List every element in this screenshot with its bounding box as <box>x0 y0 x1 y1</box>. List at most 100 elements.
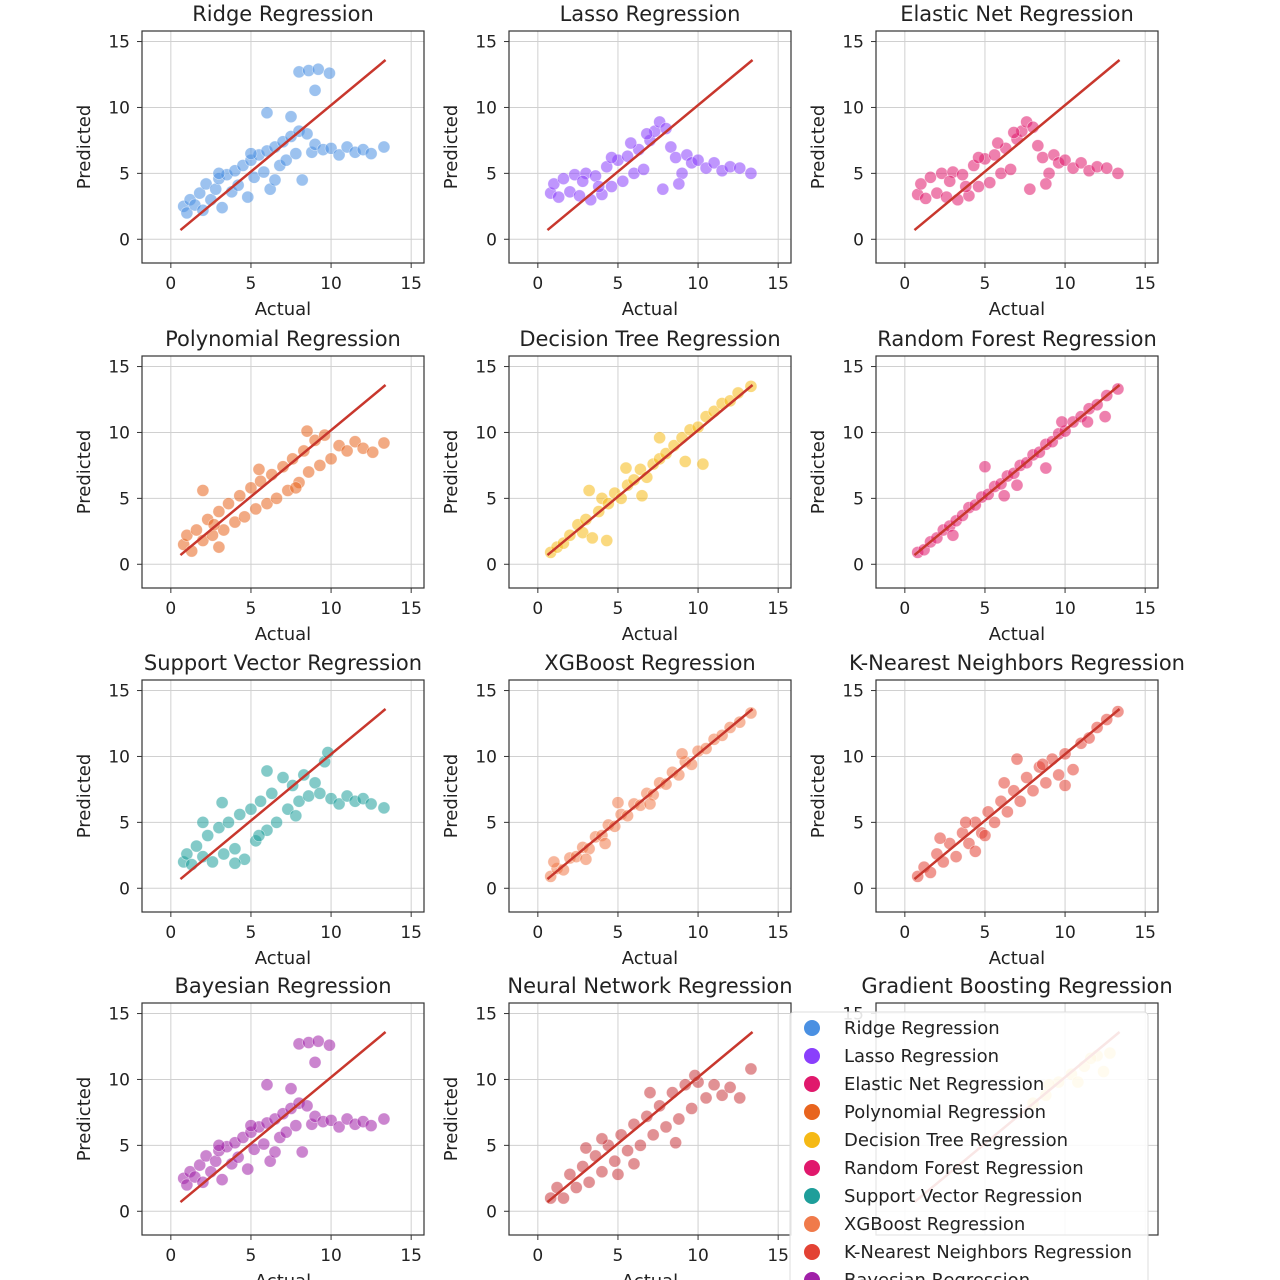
x-tick-label: 5 <box>246 923 257 943</box>
x-tick-label: 0 <box>165 599 176 619</box>
plot-frame <box>875 355 1159 589</box>
y-tick-label: 0 <box>853 555 864 575</box>
points-support-vector-regression <box>177 746 391 871</box>
data-point <box>997 776 1011 790</box>
data-point <box>364 1119 378 1132</box>
data-point <box>1058 779 1072 792</box>
data-point <box>988 148 1001 162</box>
legend-entry: Random Forest Regression <box>844 1158 1084 1179</box>
x-axis-label: Actual <box>255 948 311 969</box>
legend-marker <box>804 1104 820 1120</box>
data-point <box>1042 167 1056 180</box>
data-point <box>582 1175 596 1189</box>
legend-entry: Decision Tree Regression <box>844 1130 1068 1151</box>
data-point <box>1098 410 1112 423</box>
data-point <box>1036 758 1049 771</box>
y-tick-label: 5 <box>119 489 130 509</box>
data-point <box>241 190 255 204</box>
legend-marker <box>804 1188 820 1204</box>
data-point <box>206 855 219 869</box>
chart-title: Random Forest Regression <box>877 327 1157 351</box>
reference-line <box>179 59 387 232</box>
data-point <box>691 153 705 167</box>
data-point <box>323 1038 336 1052</box>
data-point <box>308 434 322 447</box>
reference-line <box>546 1031 754 1204</box>
data-point <box>209 182 223 196</box>
data-point <box>1074 156 1088 170</box>
reference-line <box>179 708 387 881</box>
chart-elastic-net-regression: Elastic Net Regression 0 5 10 15 0 5 10 15 Actual… <box>808 2 1159 320</box>
legend-marker <box>804 1020 820 1036</box>
chart-polynomial-regression: Polynomial Regression 0 5 10 15 0 5 10 15 Actual P… <box>74 327 425 645</box>
legend-marker <box>804 1076 820 1092</box>
chart-xgboost-regression: XGBoost Regression 0 5 10 15 0 5 10 15 Actual Pred… <box>441 651 792 969</box>
data-point <box>733 1091 747 1105</box>
y-axis-label: Predicted <box>74 105 95 190</box>
x-tick-label: 15 <box>400 923 422 943</box>
data-point <box>1066 763 1080 776</box>
data-point <box>978 460 992 474</box>
x-axis-label: Actual <box>255 299 311 320</box>
data-point <box>1100 161 1114 175</box>
data-point <box>624 136 638 150</box>
data-point <box>228 856 242 870</box>
data-point <box>180 528 194 542</box>
data-point <box>595 1132 609 1146</box>
data-point <box>332 797 346 811</box>
data-point <box>207 518 221 532</box>
data-point <box>268 1145 282 1159</box>
y-tick-label: 0 <box>119 230 130 250</box>
data-point <box>707 1078 721 1092</box>
data-point <box>199 177 213 191</box>
data-point <box>685 1102 698 1115</box>
data-point <box>675 167 689 180</box>
data-point <box>228 842 242 856</box>
x-tick-label: 5 <box>246 1246 257 1266</box>
data-point <box>377 140 391 154</box>
x-tick-label: 10 <box>320 1246 342 1266</box>
data-point <box>260 497 274 510</box>
y-tick-label: 10 <box>108 98 130 118</box>
x-tick-label: 10 <box>1054 923 1076 943</box>
data-point <box>233 808 247 821</box>
y-tick-label: 5 <box>486 489 497 509</box>
x-tick-label: 5 <box>613 599 624 619</box>
data-point <box>627 1157 641 1171</box>
y-tick-label: 10 <box>842 747 864 767</box>
data-point <box>215 201 229 214</box>
data-point <box>254 794 267 808</box>
data-point <box>289 809 303 823</box>
data-point <box>1111 382 1125 396</box>
chart-title: XGBoost Regression <box>544 651 755 675</box>
chart-k-nearest-neighbors-regression: K-Nearest Neighbors Regression 0 5 10 15 0 5 10… <box>808 651 1185 969</box>
data-point <box>313 787 327 800</box>
x-tick-label: 5 <box>246 274 257 294</box>
data-point <box>212 167 226 180</box>
chart-title: Decision Tree Regression <box>519 327 780 351</box>
data-point <box>295 173 309 187</box>
y-tick-label: 10 <box>475 423 497 443</box>
data-point <box>605 151 618 164</box>
data-point <box>196 484 210 497</box>
chart-title: K-Nearest Neighbors Regression <box>849 651 1185 675</box>
data-point <box>1055 415 1069 429</box>
data-point <box>744 706 758 720</box>
data-point <box>311 62 325 76</box>
data-point <box>364 797 378 811</box>
x-tick-label: 5 <box>613 923 624 943</box>
data-point <box>295 1145 309 1159</box>
data-point <box>744 1062 758 1076</box>
y-tick-label: 0 <box>486 879 497 899</box>
legend-entry: Ridge Regression <box>844 1018 1000 1039</box>
x-tick-label: 10 <box>1054 274 1076 294</box>
y-axis-label: Predicted <box>74 1077 95 1162</box>
y-tick-label: 0 <box>853 879 864 899</box>
data-point <box>244 147 258 160</box>
data-point <box>377 436 391 450</box>
data-point <box>547 177 561 191</box>
data-point <box>557 1191 570 1205</box>
data-point <box>201 829 214 842</box>
y-tick-label: 10 <box>475 1070 497 1090</box>
x-tick-label: 10 <box>1054 599 1076 619</box>
